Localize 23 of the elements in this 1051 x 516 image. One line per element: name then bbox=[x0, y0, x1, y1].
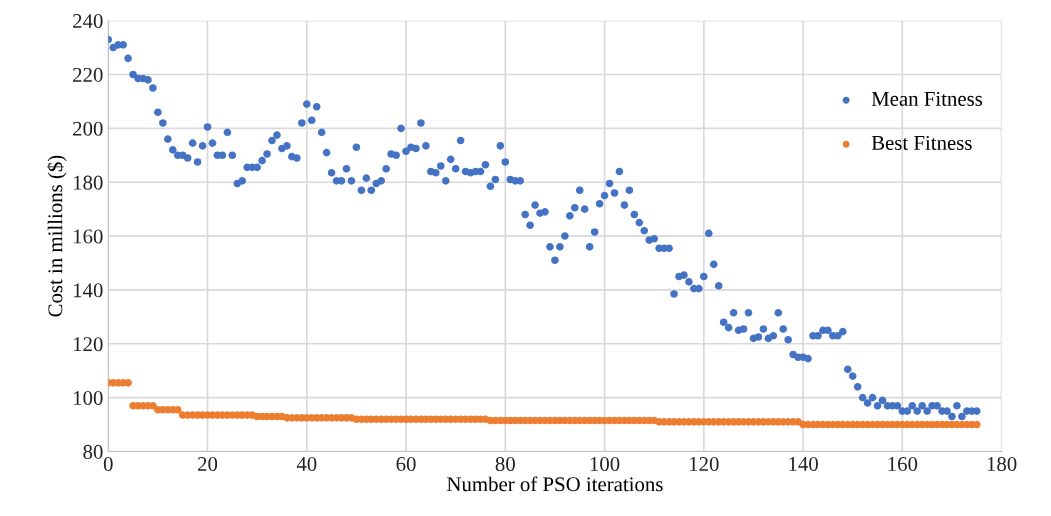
x-tick-label: 60 bbox=[396, 456, 416, 472]
x-tick-label: 120 bbox=[690, 456, 719, 472]
y-tick-label: 200 bbox=[73, 121, 103, 136]
y-tick-label: 180 bbox=[73, 175, 103, 190]
x-axis-title: Number of PSO iterations bbox=[447, 476, 663, 492]
x-tick-label: 0 bbox=[103, 456, 113, 472]
x-tick-label: 20 bbox=[198, 456, 218, 472]
y-tick-label: 100 bbox=[73, 391, 103, 406]
y-tick-label: 160 bbox=[73, 229, 103, 244]
x-tick-label: 40 bbox=[296, 456, 317, 472]
y-tick-label: 120 bbox=[73, 337, 103, 352]
x-tick-label: 80 bbox=[495, 456, 515, 472]
y-tick-label: 140 bbox=[73, 283, 103, 298]
y-tick-label: 240 bbox=[73, 14, 103, 29]
x-tick-label: 140 bbox=[789, 456, 818, 472]
y-tick-label: 80 bbox=[83, 444, 103, 459]
y-tick-label: 220 bbox=[73, 67, 103, 82]
legend-label: Best Fitness bbox=[871, 135, 972, 150]
y-axis-title: Cost in millions ($) bbox=[47, 155, 67, 317]
legend-label: Mean Fitness bbox=[871, 91, 983, 106]
x-tick-label: 180 bbox=[987, 456, 1017, 472]
x-tick-label: 100 bbox=[590, 456, 620, 472]
x-tick-label: 160 bbox=[888, 456, 918, 472]
